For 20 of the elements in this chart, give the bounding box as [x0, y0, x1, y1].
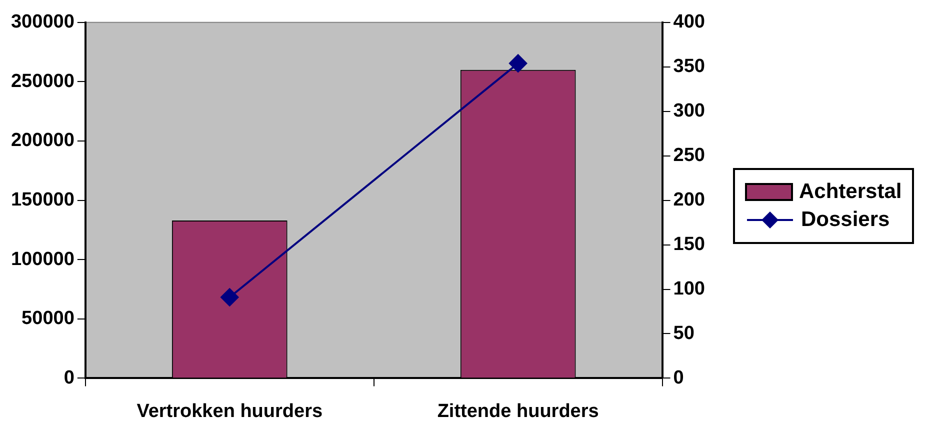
y2-tick-label: 50 — [673, 322, 694, 344]
y2-tick-label: 200 — [673, 190, 705, 211]
y2-tick-label: 250 — [673, 145, 705, 166]
y2-tick-label: 400 — [673, 12, 705, 33]
y-tick-label: 300000 — [10, 12, 74, 33]
y-tick-label: 200000 — [10, 130, 74, 152]
y2-tick-label: 350 — [673, 56, 705, 78]
y-tick-label: 0 — [64, 367, 74, 388]
y-tick-label: 100000 — [10, 248, 74, 270]
x-tick-label: Vertrokken huurders — [136, 400, 323, 422]
y-tick-label: 250000 — [10, 70, 74, 92]
x-tick-label: Zittende huurders — [437, 400, 599, 422]
y-tick-label: 50000 — [22, 308, 74, 330]
y2-tick-label: 0 — [673, 367, 684, 388]
y2-tick-label: 300 — [673, 100, 705, 122]
legend-label: Dossiers — [801, 208, 890, 232]
y2-tick-label: 150 — [673, 234, 705, 256]
legend-label: Achterstal — [799, 180, 902, 204]
y2-tick-label: 100 — [673, 278, 705, 300]
y-tick-label: 150000 — [10, 190, 74, 211]
